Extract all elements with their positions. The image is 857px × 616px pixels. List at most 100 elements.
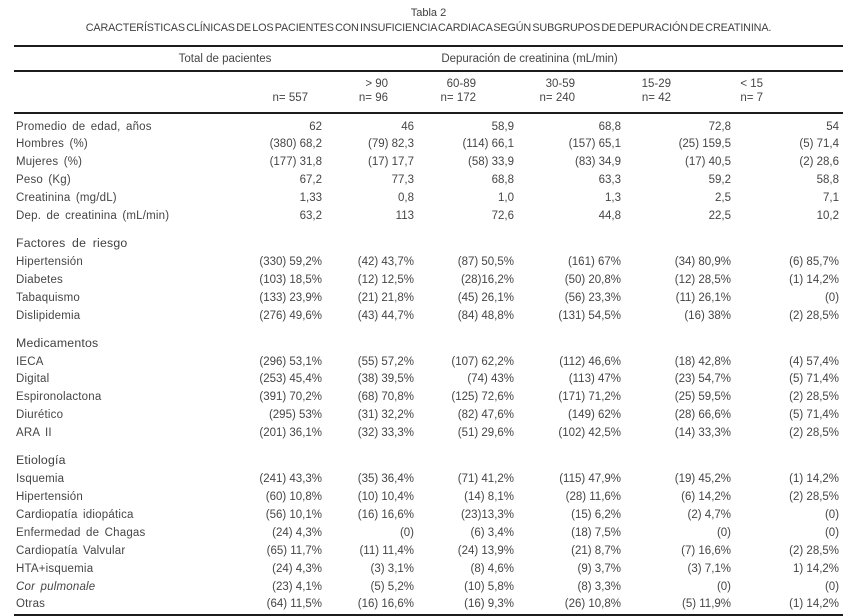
cell-value: (16) 16,6% (326, 507, 418, 525)
row-label: Mujeres (%) (14, 154, 242, 172)
cell-value: (10) 10,4% (326, 489, 418, 507)
cell-value: (2) 28,5% (735, 425, 843, 443)
table-row: Mujeres (%)(177) 31,8(17) 17,7(58) 33,9(… (14, 154, 843, 172)
cell-value: (391) 70,2% (242, 389, 326, 407)
cell-value: (0) (735, 290, 843, 308)
cell-value: (241) 43,3% (242, 471, 326, 489)
section-heading-row: Factores de riesgo (14, 226, 843, 254)
clinical-characteristics-table: Total de pacientes Depuración de creatin… (14, 45, 843, 616)
cell-value: (12) 12,5% (326, 272, 418, 290)
cell-value: 44,8 (518, 208, 625, 226)
header-spacer (242, 71, 326, 91)
header-range-row: > 90 60-89 30-59 15-29 < 15 (14, 71, 843, 91)
cell-value: 58,9 (418, 113, 518, 137)
cell-value: (0) (735, 507, 843, 525)
cell-value: (296) 53,1% (242, 354, 326, 372)
cell-value: (28) 11,6% (518, 489, 625, 507)
cell-value: (5) 11,9% (625, 596, 735, 615)
table-caption: Tabla 2 CARACTERÍSTICAS CLÍNICAS DE LOS … (14, 6, 843, 36)
cell-value: (10) 5,8% (418, 579, 518, 597)
cell-value: (45) 26,1% (418, 290, 518, 308)
section-heading: Factores de riesgo (14, 226, 843, 254)
table-row: Otras(64) 11,5%(16) 16,6%(16) 9,3%(26) 1… (14, 596, 843, 615)
cell-value: (25) 59,5% (625, 389, 735, 407)
header-spacer (14, 91, 242, 113)
cell-value: (6) 85,7% (735, 254, 843, 272)
cell-value: (25) 159,5 (625, 136, 735, 154)
cell-value: (23)13,3% (418, 507, 518, 525)
cell-value: (16) 16,6% (326, 596, 418, 615)
cell-value: (1) 14,2% (735, 272, 843, 290)
row-label: Peso (Kg) (14, 172, 242, 190)
header-range-30-59: 30-59 (518, 71, 625, 91)
cell-value: (56) 10,1% (242, 507, 326, 525)
cell-value: (74) 43% (418, 371, 518, 389)
cell-value: (113) 47% (518, 371, 625, 389)
table-row: Tabaquismo(133) 23,9%(21) 21,8%(45) 26,1… (14, 290, 843, 308)
header-n-30-59: n= 240 (518, 91, 625, 113)
cell-value: (7) 16,6% (625, 543, 735, 561)
row-label: Cardiopatía idiopática (14, 507, 242, 525)
cell-value: (17) 17,7 (326, 154, 418, 172)
row-label: Otras (14, 596, 242, 615)
cell-value: (4) 57,4% (735, 354, 843, 372)
cell-value: (60) 10,8% (242, 489, 326, 507)
cell-value: (0) (735, 579, 843, 597)
cell-value: (71) 41,2% (418, 471, 518, 489)
table-row: Cardiopatía idiopática(56) 10,1%(16) 16,… (14, 507, 843, 525)
cell-value: (87) 50,5% (418, 254, 518, 272)
cell-value: 62 (242, 113, 326, 137)
cell-value: (18) 42,8% (625, 354, 735, 372)
cell-value: (12) 28,5% (625, 272, 735, 290)
header-n-gt90: n= 96 (326, 91, 418, 113)
cell-value: (253) 45,4% (242, 371, 326, 389)
cell-value: 63,2 (242, 208, 326, 226)
header-range-60-89: 60-89 (418, 71, 518, 91)
header-n-15-29: n= 42 (625, 91, 735, 113)
cell-value: (23) 4,1% (242, 579, 326, 597)
row-label: Cardiopatía Valvular (14, 543, 242, 561)
header-n-row: n= 557 n= 96 n= 172 n= 240 n= 42 n= 7 (14, 91, 843, 113)
cell-value: (8) 4,6% (418, 561, 518, 579)
cell-value: (112) 46,6% (518, 354, 625, 372)
cell-value: (26) 10,8% (518, 596, 625, 615)
cell-value: (42) 43,7% (326, 254, 418, 272)
cell-value: 46 (326, 113, 418, 137)
cell-value: 67,2 (242, 172, 326, 190)
row-label: Hipertensión (14, 489, 242, 507)
cell-value: (103) 18,5% (242, 272, 326, 290)
row-label: Isquemia (14, 471, 242, 489)
table-header: Total de pacientes Depuración de creatin… (14, 46, 843, 113)
cell-value: (6) 3,4% (418, 525, 518, 543)
table-row: HTA+isquemia(24) 4,3%(3) 3,1%(8) 4,6%(9)… (14, 561, 843, 579)
cell-value: (68) 70,8% (326, 389, 418, 407)
cell-value: (149) 62% (518, 407, 625, 425)
cell-value: (131) 54,5% (518, 308, 625, 326)
cell-value: (0) (625, 579, 735, 597)
cell-value: (11) 26,1% (625, 290, 735, 308)
cell-value: 22,5 (625, 208, 735, 226)
row-label: Enfermedad de Chagas (14, 525, 242, 543)
cell-value: (9) 3,7% (518, 561, 625, 579)
cell-value: (64) 11,5% (242, 596, 326, 615)
cell-value: (201) 36,1% (242, 425, 326, 443)
row-label: Diurético (14, 407, 242, 425)
cell-value: (276) 49,6% (242, 308, 326, 326)
table-row: Dislipidemia(276) 49,6%(43) 44,7%(84) 48… (14, 308, 843, 326)
table-row: Digital(253) 45,4%(38) 39,5%(74) 43%(113… (14, 371, 843, 389)
table-row: Cardiopatía Valvular(65) 11,7%(11) 11,4%… (14, 543, 843, 561)
cell-value: (56) 23,3% (518, 290, 625, 308)
table-row: Espironolactona(391) 70,2%(68) 70,8%(125… (14, 389, 843, 407)
cell-value: (16) 9,3% (418, 596, 518, 615)
cell-value: (43) 44,7% (326, 308, 418, 326)
row-label: Tabaquismo (14, 290, 242, 308)
table-row: IECA(296) 53,1%(55) 57,2%(107) 62,2%(112… (14, 354, 843, 372)
cell-value: (23) 54,7% (625, 371, 735, 389)
table-row: Diabetes(103) 18,5%(12) 12,5%(28)16,2%(5… (14, 272, 843, 290)
cell-value: (24) 4,3% (242, 525, 326, 543)
header-total-pacientes: Total de pacientes (14, 46, 326, 71)
